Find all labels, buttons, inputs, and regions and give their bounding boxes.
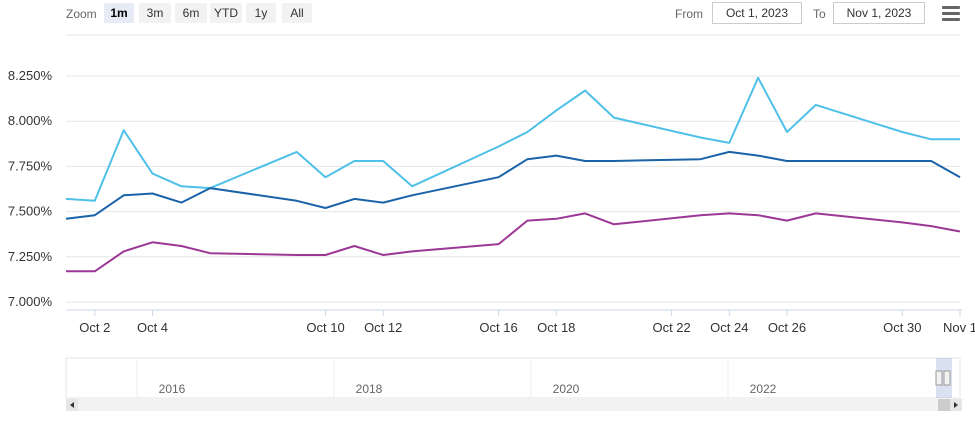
range-selector-toolbar: Zoom 1m 3m 6m YTD 1y All From Oct 1, 202…	[0, 0, 975, 28]
series-line-3	[66, 212, 961, 273]
y-tick-label: 7.250%	[8, 249, 53, 264]
zoom-button-ytd[interactable]: YTD	[210, 3, 242, 23]
y-tick-label: 8.250%	[8, 68, 53, 83]
zoom-button-3m[interactable]: 3m	[139, 3, 171, 23]
hamburger-menu-icon[interactable]	[942, 6, 960, 22]
x-tick-label: Oct 24	[710, 320, 748, 335]
zoom-button-1m[interactable]: 1m	[104, 3, 134, 23]
x-axis: Oct 2 Oct 4 Oct 10 Oct 12 Oct 16 Oct 18 Oct 22…	[66, 309, 975, 335]
x-tick-label: Oct 18	[537, 320, 575, 335]
x-tick-label: Oct 10	[306, 320, 344, 335]
navigator-year-label: 2022	[750, 382, 777, 396]
y-tick-label: 8.000%	[8, 113, 53, 128]
from-label: From	[675, 7, 703, 21]
navigator-year-label: 2018	[356, 382, 383, 396]
x-tick-label: Oct 12	[364, 320, 402, 335]
x-tick-label: Oct 30	[883, 320, 921, 335]
y-tick-label: 7.500%	[8, 204, 53, 219]
navigator-year-label: 2020	[553, 382, 580, 396]
x-tick-label: Oct 22	[652, 320, 690, 335]
to-date-input[interactable]: Nov 1, 2023	[833, 2, 925, 24]
scrollbar-thumb[interactable]	[938, 399, 950, 411]
grid-lines	[66, 34, 960, 303]
navigator-year-label: 2016	[159, 382, 186, 396]
x-tick-label: Oct 2	[79, 320, 110, 335]
navigator-handle-left[interactable]	[935, 370, 943, 386]
zoom-button-1y[interactable]: 1y	[246, 3, 276, 23]
chevron-left-icon	[70, 402, 74, 408]
y-tick-label: 7.750%	[8, 158, 53, 173]
y-axis-labels: 7.000% 7.250% 7.500% 7.750% 8.000% 8.250%	[8, 68, 53, 309]
chevron-right-icon	[954, 402, 958, 408]
navigator-handle-right[interactable]	[943, 370, 951, 386]
x-tick-label: Oct 16	[479, 320, 517, 335]
x-tick-label: Nov 1	[943, 320, 975, 335]
x-tick-label: Oct 26	[768, 320, 806, 335]
zoom-button-6m[interactable]: 6m	[175, 3, 207, 23]
x-tick-label: Oct 4	[137, 320, 168, 335]
from-date-input[interactable]: Oct 1, 2023	[712, 2, 802, 24]
navigator[interactable]: 2016 2018 2020 2022	[65, 357, 962, 411]
zoom-button-all[interactable]: All	[282, 3, 312, 23]
series-line-1	[65, 76, 960, 202]
to-label: To	[813, 7, 826, 21]
zoom-label: Zoom	[66, 7, 97, 21]
series-lines	[65, 76, 961, 273]
y-tick-label: 7.000%	[8, 294, 53, 309]
scrollbar-track[interactable]	[66, 399, 960, 411]
series-line-2	[65, 150, 961, 220]
navigator-area[interactable]	[65, 357, 961, 399]
